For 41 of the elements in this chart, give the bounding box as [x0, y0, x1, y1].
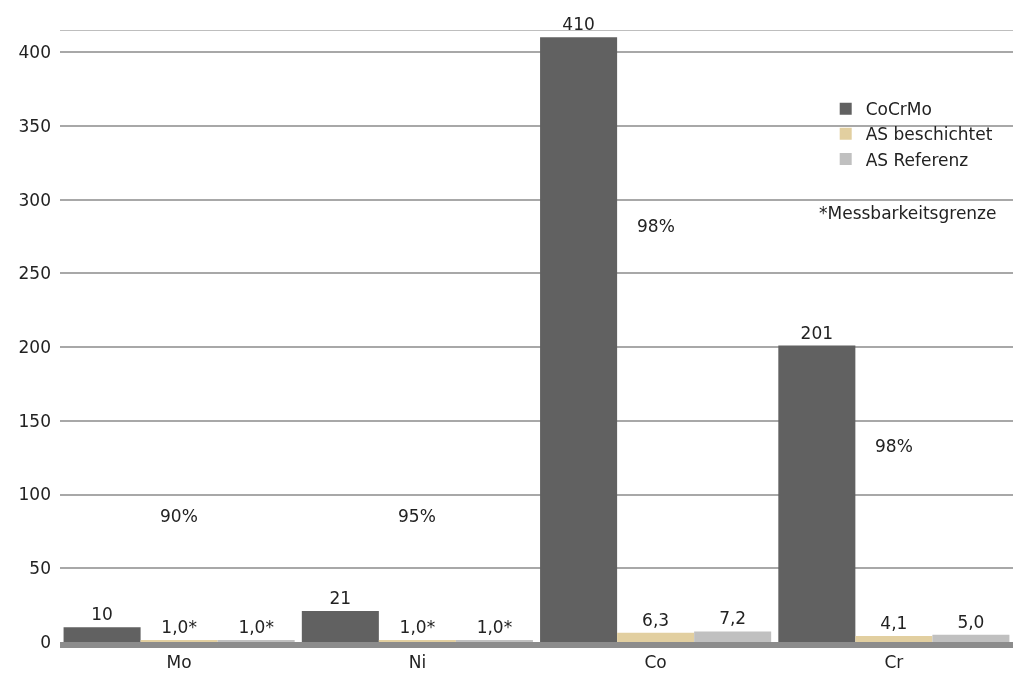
bar	[932, 634, 1010, 642]
y-tick-label: 50	[29, 558, 51, 579]
bar	[540, 37, 618, 642]
bar	[694, 631, 772, 642]
y-tick-label: 300	[18, 189, 51, 210]
legend-label: AS Referenz	[865, 149, 969, 170]
x-tick-label: Co	[644, 652, 667, 673]
data-label: 5,0	[957, 611, 985, 632]
y-tick-label: 200	[18, 337, 51, 358]
data-label: 10	[91, 604, 113, 625]
y-tick-label: 250	[18, 263, 51, 284]
annotation: 90%	[160, 506, 198, 526]
data-label: 7,2	[719, 608, 747, 629]
bar	[63, 627, 141, 642]
y-tick-label: 350	[18, 115, 51, 136]
x-tick-label: Ni	[408, 652, 427, 673]
data-label: 1,0*	[476, 617, 513, 637]
y-tick-label: 0	[40, 631, 51, 652]
data-label: 21	[329, 588, 352, 609]
data-label: 1,0*	[161, 617, 197, 637]
annotation: *Messbarkeitsgrenze	[819, 203, 997, 223]
y-tick-label: 400	[18, 42, 51, 63]
x-tick-label: Mo	[166, 652, 192, 673]
data-label: 201	[800, 322, 834, 343]
annotation: 98%	[637, 216, 675, 236]
bar	[778, 345, 856, 642]
legend-label: AS beschichtet	[865, 124, 993, 145]
data-label: 4,1	[880, 612, 908, 633]
bar	[617, 632, 695, 642]
legend-label: CoCrMo	[865, 99, 932, 120]
annotation: 98%	[875, 436, 913, 456]
data-label: 6,3	[642, 609, 670, 630]
y-tick-label: 100	[18, 484, 51, 505]
data-label: 1,0*	[238, 617, 274, 637]
bar	[301, 611, 379, 642]
x-tick-label: Cr	[884, 652, 904, 673]
annotation: 95%	[398, 506, 436, 526]
data-label: 410	[562, 14, 595, 35]
y-tick-label: 150	[18, 410, 51, 431]
bar	[855, 635, 933, 642]
data-label: 1,0*	[399, 617, 436, 637]
